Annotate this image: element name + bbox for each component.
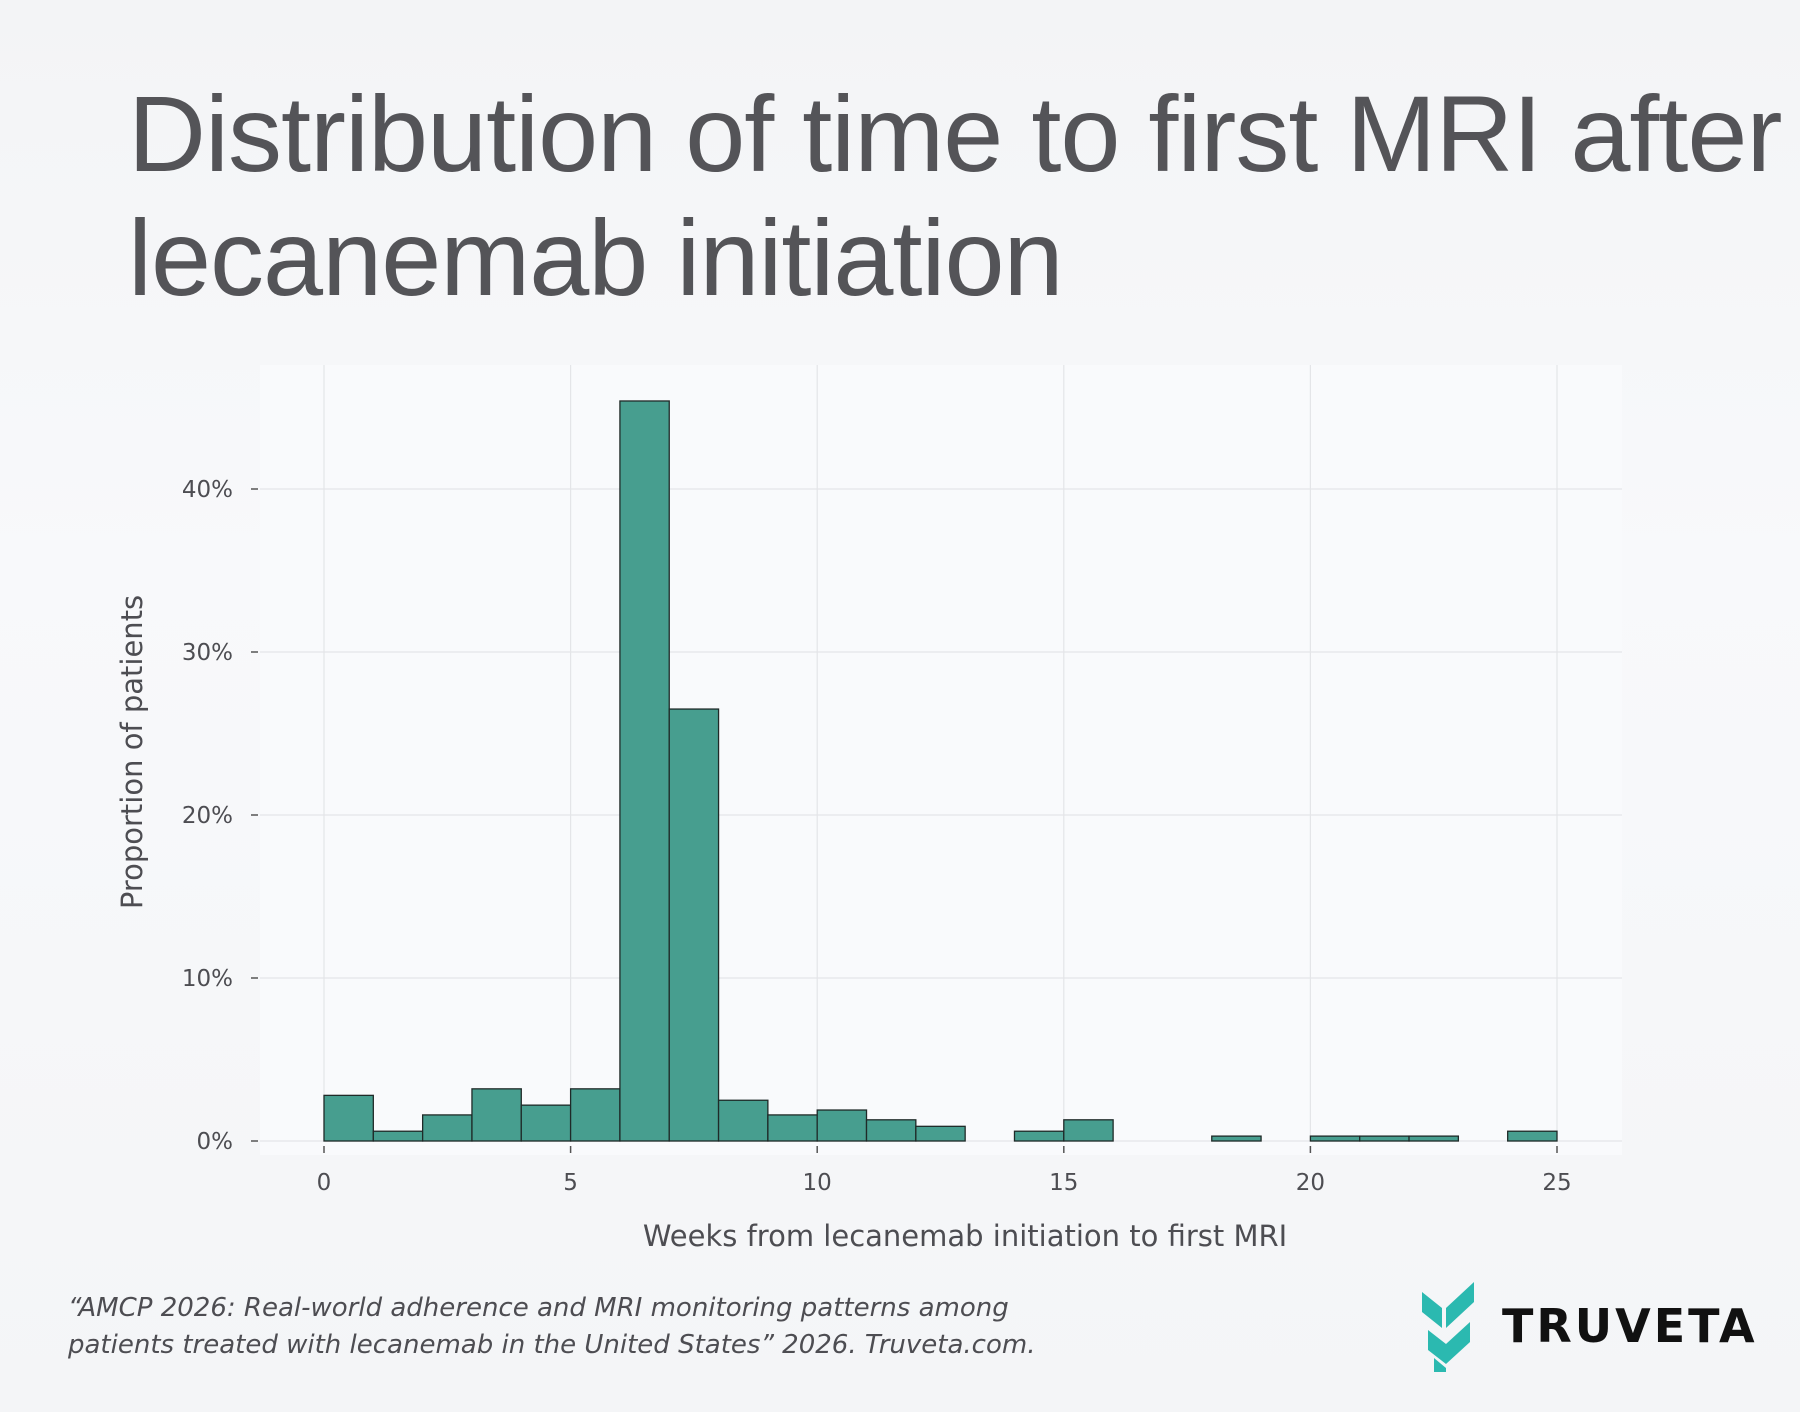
histogram-bar xyxy=(1013,1130,1065,1142)
histogram-bar xyxy=(323,1094,374,1142)
histogram-bar xyxy=(1309,1135,1361,1142)
x-tick-label: 20 xyxy=(1296,1170,1325,1196)
histogram-bar xyxy=(915,1125,966,1142)
y-tick-label: 20% xyxy=(182,803,233,829)
truveta-logo: TRUVETA xyxy=(1420,1280,1758,1372)
x-tick-label: 25 xyxy=(1542,1170,1571,1196)
histogram-bar xyxy=(1063,1119,1114,1142)
histogram-bar xyxy=(767,1114,818,1142)
x-tick-label: 15 xyxy=(1049,1170,1078,1196)
x-tick-label: 0 xyxy=(317,1170,332,1196)
chart-title: Distribution of time to first MRI after … xyxy=(128,73,1782,318)
histogram-bar xyxy=(520,1104,572,1142)
histogram-bar xyxy=(372,1130,424,1142)
histogram-bar xyxy=(816,1109,868,1142)
citation: “AMCP 2026: Real-world adherence and MRI… xyxy=(68,1293,1036,1360)
histogram-bar xyxy=(619,400,670,1142)
bars xyxy=(323,400,1558,1142)
truveta-chevron-icon xyxy=(1422,1282,1474,1372)
histogram-bar xyxy=(471,1088,522,1142)
histogram-bar xyxy=(1507,1130,1558,1142)
histogram-bar xyxy=(1211,1135,1262,1142)
x-tick-label: 10 xyxy=(803,1170,832,1196)
histogram-bar xyxy=(865,1119,917,1142)
histogram-chart: 0 5 10 15 20 25 0% 10% 20% 30% 40% Weeks from leca… xyxy=(115,365,1622,1253)
histogram-bar xyxy=(569,1088,621,1142)
ticks: 0 5 10 15 20 25 0% 10% 20% 30% 40% xyxy=(182,477,1572,1196)
histogram-bar xyxy=(1359,1135,1410,1142)
y-tick-label: 40% xyxy=(182,477,233,503)
histogram-bar xyxy=(668,708,720,1142)
histogram-bar xyxy=(421,1114,473,1142)
y-axis-label: Proportion of patients xyxy=(115,595,149,909)
y-tick-label: 30% xyxy=(182,640,233,666)
histogram-bar xyxy=(1408,1135,1460,1142)
plot-area xyxy=(260,365,1622,1155)
x-tick-label: 5 xyxy=(563,1170,578,1196)
logo-text: TRUVETA xyxy=(1502,1299,1758,1353)
x-axis-label: Weeks from lecanemab initiation to first… xyxy=(643,1219,1287,1253)
histogram-bar xyxy=(717,1099,769,1142)
y-tick-label: 10% xyxy=(182,966,233,992)
y-tick-label: 0% xyxy=(197,1129,234,1155)
